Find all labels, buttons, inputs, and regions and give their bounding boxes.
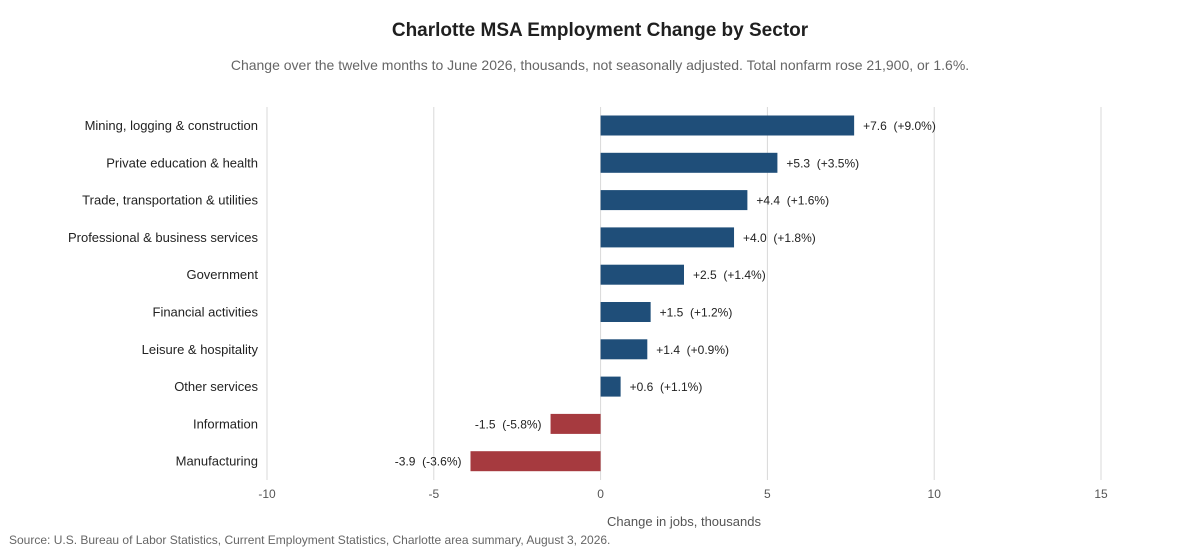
value-labels: +7.6 (+9.0%) +5.3 (+3.5%) +4.4 (+1.6%) +4.0… (395, 119, 936, 469)
x-tick-label: 0 (597, 487, 604, 501)
data-label: -3.9 (-3.6%) (395, 455, 462, 469)
bar (600, 227, 735, 248)
bars (470, 115, 855, 472)
bar (600, 115, 855, 136)
data-label: +1.4 (+0.9%) (656, 343, 729, 357)
data-label: +4.0 (+1.8%) (743, 231, 816, 245)
bar (600, 264, 684, 285)
x-tick-label: -10 (258, 487, 276, 501)
data-label: +2.5 (+1.4%) (693, 268, 766, 282)
bar (600, 302, 651, 322)
data-label: -1.5 (-5.8%) (475, 417, 542, 431)
x-axis-title: Change in jobs, thousands (607, 514, 761, 529)
category-label: Leisure & hospitality (142, 342, 259, 357)
bar (550, 413, 601, 434)
category-labels: Mining, logging & construction Private ed… (68, 118, 259, 469)
bar (470, 451, 601, 472)
category-label: Financial activities (153, 305, 259, 320)
data-label: +7.6 (+9.0%) (863, 119, 936, 133)
x-tick-label: 15 (1094, 487, 1108, 501)
category-label: Government (186, 267, 258, 282)
category-label: Private education & health (106, 155, 258, 170)
x-tick-label: 10 (928, 487, 942, 501)
data-label: +1.5 (+1.2%) (660, 306, 733, 320)
category-label: Manufacturing (176, 454, 258, 469)
chart-title: Charlotte MSA Employment Change by Secto… (391, 20, 809, 41)
x-tick-label: 5 (764, 487, 771, 501)
bar (600, 376, 621, 397)
data-label: +0.6 (+1.1%) (630, 380, 703, 394)
data-label: +4.4 (+1.6%) (756, 194, 829, 208)
chart-subtitle: Change over the twelve months to June 20… (230, 57, 970, 73)
bar (600, 152, 778, 173)
category-label: Other services (174, 379, 258, 394)
x-tick-label: -5 (428, 487, 439, 501)
category-label: Mining, logging & construction (85, 118, 258, 133)
bar (600, 339, 648, 360)
category-label: Trade, transportation & utilities (82, 193, 258, 208)
source-note: Source: U.S. Bureau of Labor Statistics,… (9, 533, 611, 547)
category-label: Professional & business services (68, 230, 259, 245)
x-tick-labels: -10 -5 0 5 10 15 (258, 487, 1108, 501)
bar (600, 190, 748, 211)
data-label: +5.3 (+3.5%) (786, 156, 859, 170)
category-label: Information (193, 416, 258, 431)
